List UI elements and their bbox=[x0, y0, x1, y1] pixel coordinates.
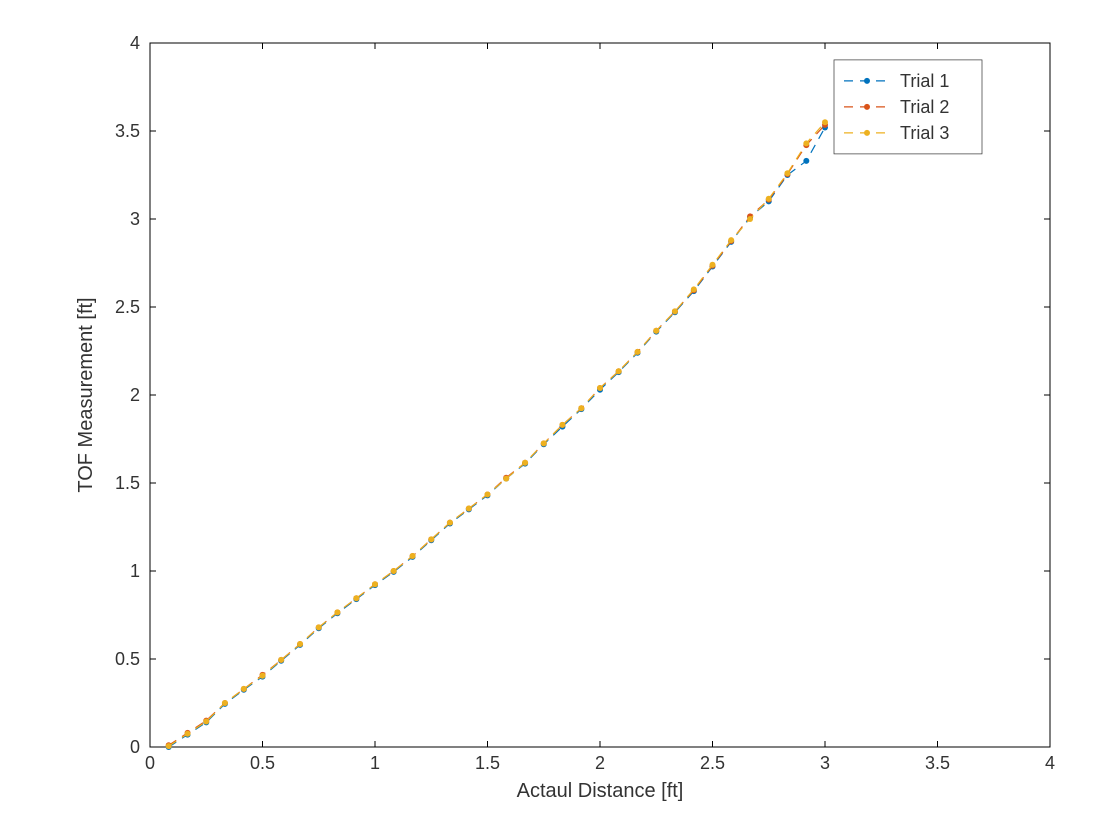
series-marker bbox=[410, 553, 416, 559]
series-marker bbox=[222, 700, 228, 706]
legend-marker bbox=[864, 78, 870, 84]
series-marker bbox=[803, 140, 809, 146]
y-tick-label: 0 bbox=[130, 737, 140, 757]
y-tick-label: 1 bbox=[130, 561, 140, 581]
legend-marker bbox=[864, 104, 870, 110]
series-marker bbox=[166, 743, 172, 749]
series-marker bbox=[316, 624, 322, 630]
series-marker bbox=[241, 686, 247, 692]
series-marker bbox=[353, 595, 359, 601]
series-marker bbox=[616, 368, 622, 374]
series-marker bbox=[578, 405, 584, 411]
series-marker bbox=[728, 237, 734, 243]
series-marker bbox=[803, 158, 809, 164]
series-marker bbox=[260, 673, 266, 679]
series-marker bbox=[597, 385, 603, 391]
series-marker bbox=[672, 308, 678, 314]
x-tick-label: 3 bbox=[820, 753, 830, 773]
x-axis-label: Actaul Distance [ft] bbox=[517, 780, 684, 802]
series-marker bbox=[503, 476, 509, 482]
series-marker bbox=[653, 328, 659, 334]
x-tick-label: 2.5 bbox=[700, 753, 725, 773]
legend-label: Trial 3 bbox=[900, 123, 949, 143]
y-tick-label: 3.5 bbox=[115, 121, 140, 141]
series-marker bbox=[185, 731, 191, 737]
series-marker bbox=[747, 216, 753, 222]
series-marker bbox=[278, 657, 284, 663]
legend-label: Trial 1 bbox=[900, 71, 949, 91]
x-tick-label: 3.5 bbox=[925, 753, 950, 773]
x-tick-label: 4 bbox=[1045, 753, 1055, 773]
x-tick-label: 2 bbox=[595, 753, 605, 773]
series-marker bbox=[485, 491, 491, 497]
y-tick-label: 2 bbox=[130, 385, 140, 405]
series-marker bbox=[297, 641, 303, 647]
series-marker bbox=[766, 196, 772, 202]
series-marker bbox=[334, 609, 340, 615]
series-marker bbox=[822, 119, 828, 125]
tof-chart: 0 0.5 1 1.5 2 2.5 3 3.5 4 0 0.5 1 1.5 2 2.5 3 3.5 4 Actaul… bbox=[0, 0, 1120, 840]
legend-label: Trial 2 bbox=[900, 97, 949, 117]
series-marker bbox=[203, 718, 209, 724]
series-marker bbox=[428, 536, 434, 542]
series-marker bbox=[710, 262, 716, 268]
series-marker bbox=[372, 581, 378, 587]
x-tick-label: 1 bbox=[370, 753, 380, 773]
series-marker bbox=[447, 520, 453, 526]
y-tick-label: 0.5 bbox=[115, 649, 140, 669]
y-axis-label: TOF Measurement [ft] bbox=[75, 297, 97, 492]
y-tick-label: 2.5 bbox=[115, 297, 140, 317]
series-marker bbox=[522, 460, 528, 466]
series-marker bbox=[635, 349, 641, 355]
series-marker bbox=[691, 286, 697, 292]
legend-marker bbox=[864, 130, 870, 136]
y-tick-label: 1.5 bbox=[115, 473, 140, 493]
series-marker bbox=[466, 506, 472, 512]
x-tick-label: 1.5 bbox=[475, 753, 500, 773]
x-tick-label: 0 bbox=[145, 753, 155, 773]
series-marker bbox=[784, 170, 790, 176]
series-marker bbox=[559, 422, 565, 428]
x-tick-label: 0.5 bbox=[250, 753, 275, 773]
series-marker bbox=[391, 568, 397, 574]
y-tick-label: 3 bbox=[130, 209, 140, 229]
y-tick-label: 4 bbox=[130, 33, 140, 53]
series-marker bbox=[541, 440, 547, 446]
